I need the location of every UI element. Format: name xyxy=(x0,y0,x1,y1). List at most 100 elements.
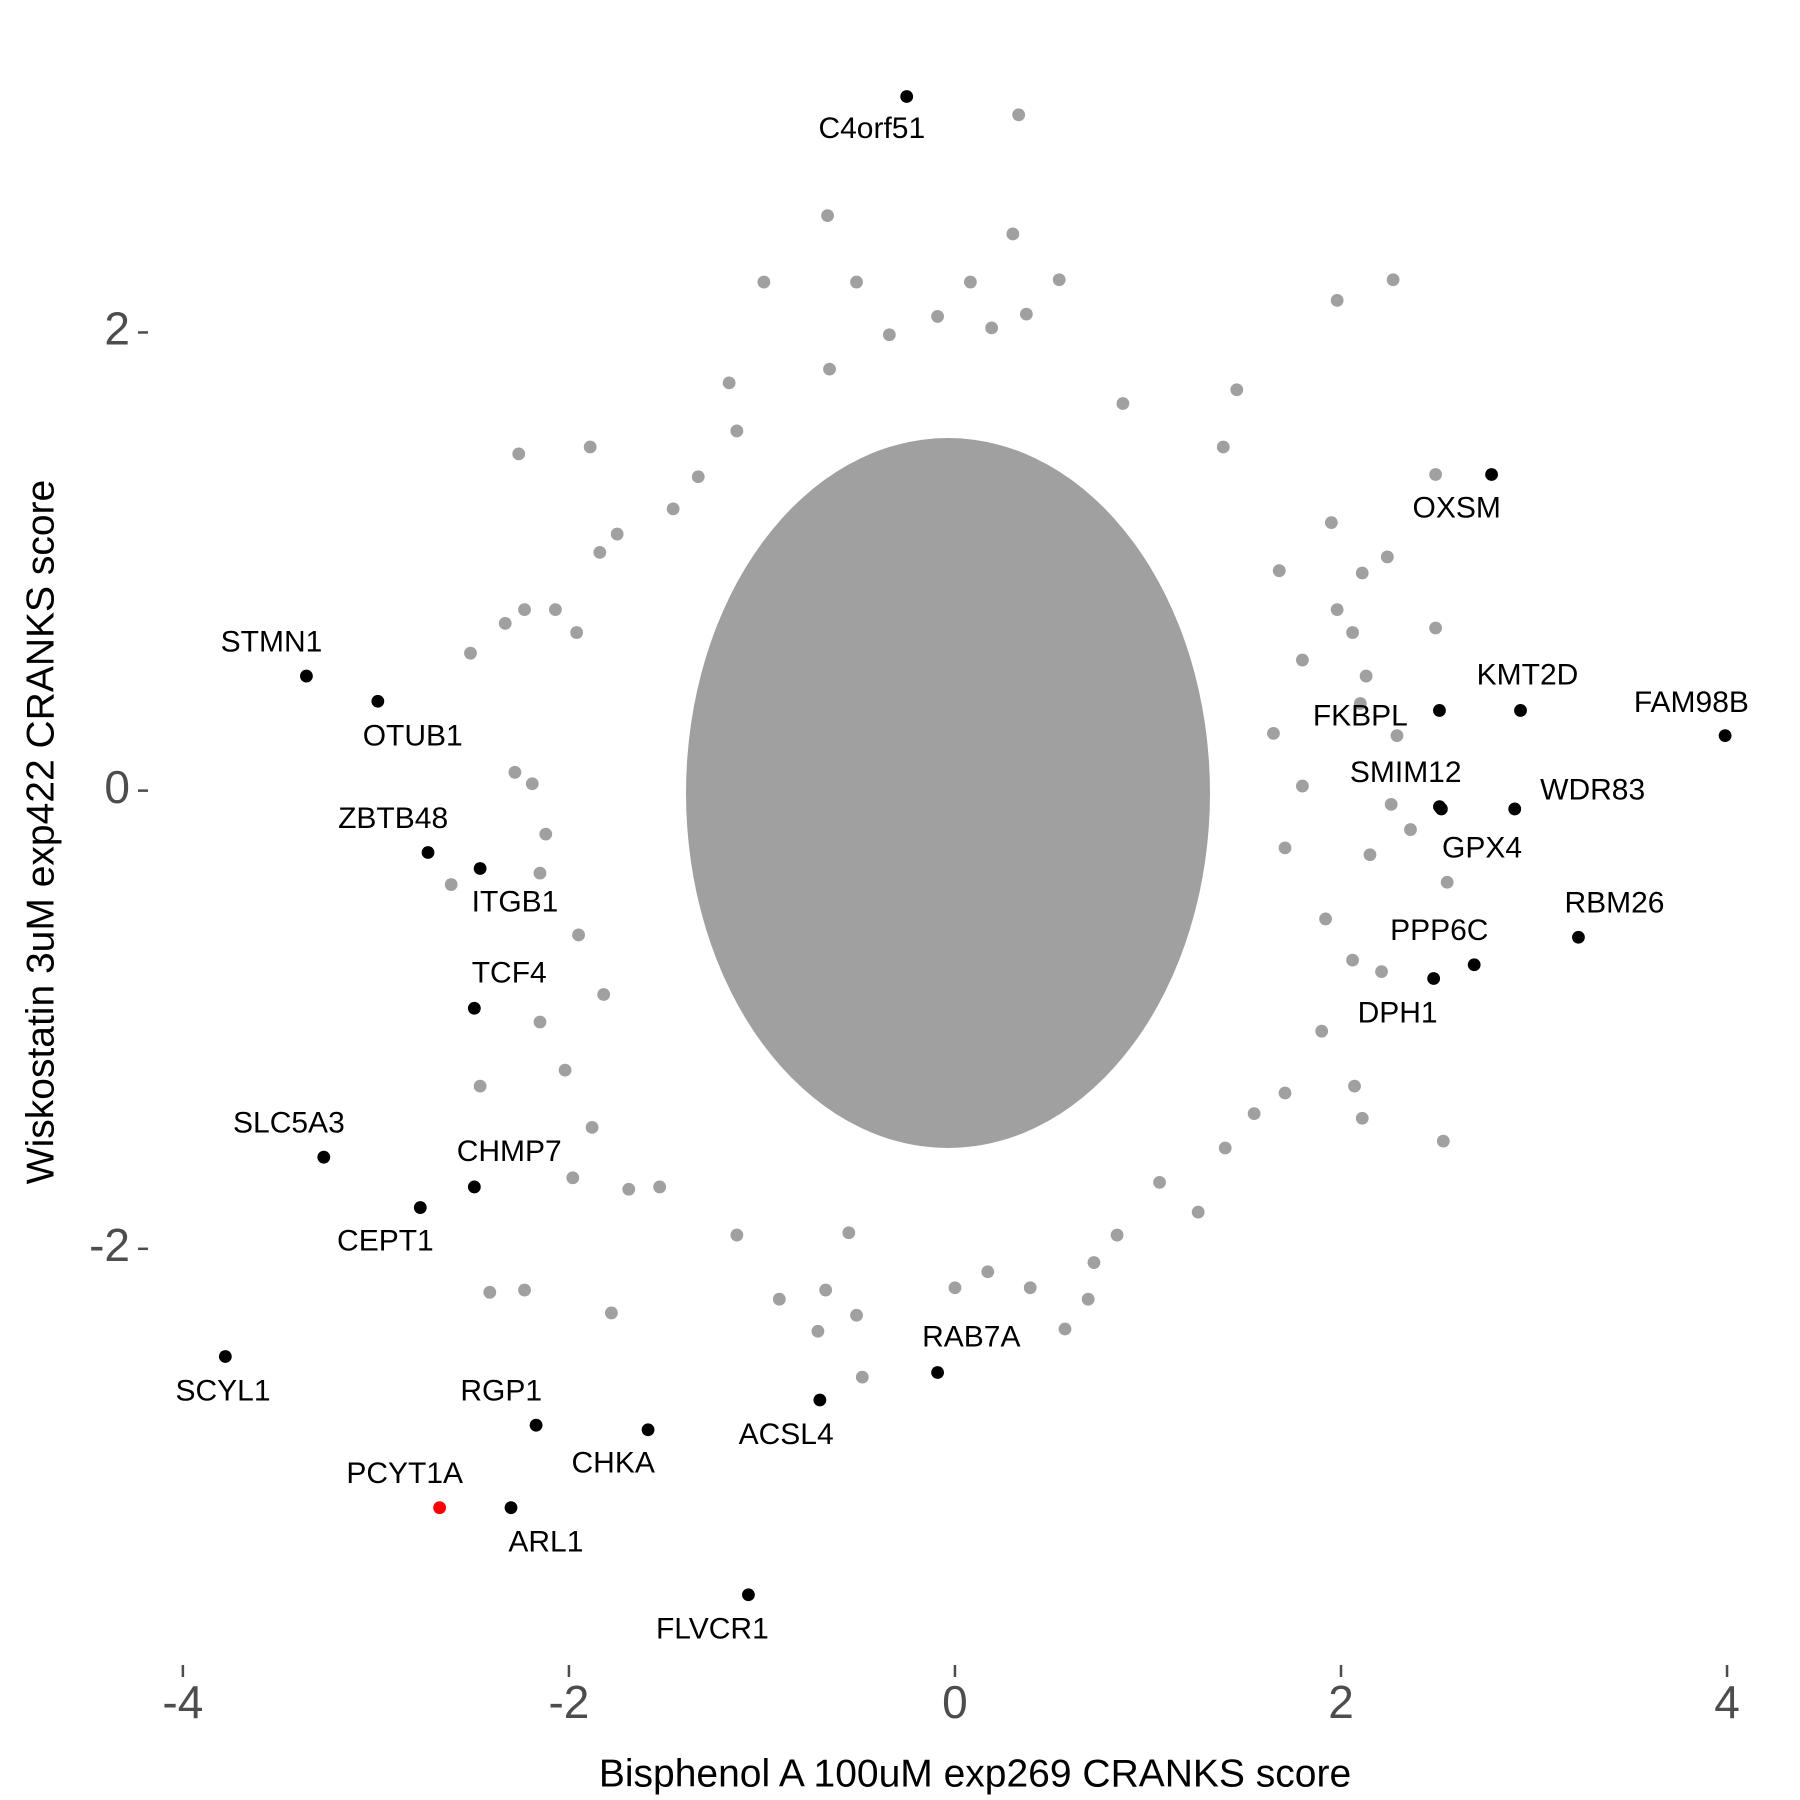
point xyxy=(1440,875,1454,889)
point xyxy=(1429,468,1442,481)
point xyxy=(610,527,624,541)
point xyxy=(1330,603,1344,617)
x-tick-label: -2 xyxy=(548,1676,589,1728)
point xyxy=(498,616,512,630)
point xyxy=(1081,1292,1095,1306)
point xyxy=(1508,802,1522,816)
point xyxy=(433,1501,447,1515)
point xyxy=(1230,383,1244,397)
point xyxy=(811,1324,825,1338)
point xyxy=(1272,564,1286,578)
point xyxy=(1191,1205,1205,1219)
x-tick-label: 4 xyxy=(1714,1676,1740,1728)
point-label: ITGB1 xyxy=(472,885,559,918)
point-label: CEPT1 xyxy=(337,1224,434,1257)
x-axis-title: Bisphenol A 100uM exp269 CRANKS score xyxy=(599,1752,1351,1795)
point xyxy=(1429,621,1442,635)
point xyxy=(900,90,914,103)
y-tick-label: 0 xyxy=(104,761,130,813)
point xyxy=(850,275,863,289)
point xyxy=(1485,468,1498,481)
point-label: TCF4 xyxy=(472,956,547,989)
point xyxy=(421,846,435,859)
point xyxy=(473,862,487,875)
point xyxy=(572,928,585,942)
point-label: FLVCR1 xyxy=(656,1613,769,1646)
point xyxy=(1116,397,1130,410)
point xyxy=(1218,1141,1232,1155)
point xyxy=(539,827,553,841)
point xyxy=(218,1350,232,1363)
point xyxy=(467,1180,481,1194)
point xyxy=(512,447,526,461)
point-label: RGP1 xyxy=(460,1375,542,1408)
point xyxy=(819,1283,833,1297)
point xyxy=(533,866,547,880)
point xyxy=(1355,1111,1369,1125)
point xyxy=(1384,797,1398,811)
point xyxy=(666,502,680,516)
point xyxy=(413,1201,427,1214)
point xyxy=(570,626,584,639)
point xyxy=(549,603,562,617)
point xyxy=(593,545,607,559)
point xyxy=(1315,1024,1329,1038)
point xyxy=(1375,965,1388,979)
point xyxy=(1718,729,1732,743)
point xyxy=(1023,1281,1037,1295)
point xyxy=(1006,227,1020,241)
point-label: CHMP7 xyxy=(457,1135,562,1168)
y-axis-title: Wiskostatin 3uM exp422 CRANKS score xyxy=(19,480,62,1184)
point xyxy=(1436,1134,1450,1148)
point xyxy=(444,878,458,891)
point xyxy=(1353,697,1367,710)
point xyxy=(300,669,313,683)
point xyxy=(981,1265,995,1279)
point xyxy=(1330,293,1344,307)
point xyxy=(525,777,539,791)
point xyxy=(1058,1322,1072,1336)
point xyxy=(1087,1256,1101,1269)
point xyxy=(1434,802,1448,816)
point-label: FAM98B xyxy=(1634,686,1749,719)
point-label: WDR83 xyxy=(1540,773,1645,806)
point xyxy=(1467,958,1481,972)
point xyxy=(653,1180,667,1194)
point xyxy=(1433,704,1446,717)
point xyxy=(730,1228,744,1242)
point xyxy=(730,424,744,438)
point xyxy=(813,1393,827,1407)
point-label: SMIM12 xyxy=(1350,756,1462,789)
point xyxy=(1346,953,1359,967)
point xyxy=(1278,1086,1292,1100)
point xyxy=(931,310,944,323)
point xyxy=(518,603,531,617)
point xyxy=(1012,108,1026,122)
point xyxy=(850,1308,863,1322)
point-label: RBM26 xyxy=(1564,887,1664,920)
point xyxy=(504,1501,518,1515)
point xyxy=(583,440,597,454)
point xyxy=(985,321,999,335)
point xyxy=(931,1366,944,1379)
point xyxy=(1355,566,1369,580)
point xyxy=(1247,1107,1261,1121)
point-label: ARL1 xyxy=(508,1526,583,1559)
point xyxy=(1514,704,1527,717)
point xyxy=(1052,273,1066,287)
point xyxy=(821,209,834,223)
y-tick-label: -2 xyxy=(89,1219,130,1271)
point xyxy=(1216,440,1230,454)
point xyxy=(1267,726,1280,740)
point xyxy=(641,1423,655,1437)
point xyxy=(1153,1175,1166,1189)
point-label: STMN1 xyxy=(221,625,323,658)
point xyxy=(585,1120,599,1134)
point xyxy=(1346,626,1359,639)
point xyxy=(1404,823,1417,836)
point xyxy=(1019,307,1033,321)
point xyxy=(317,1150,331,1164)
point xyxy=(1296,779,1309,793)
point xyxy=(842,1226,856,1240)
point xyxy=(473,1079,487,1093)
